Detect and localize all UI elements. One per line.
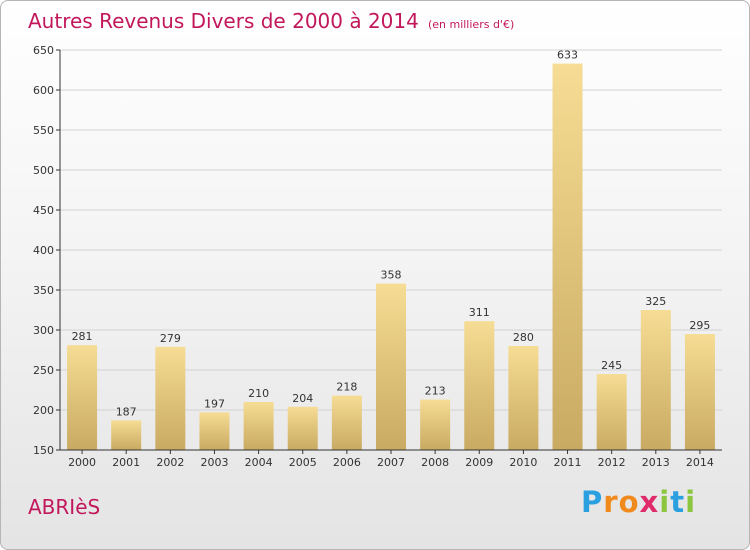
y-tick-label: 150	[33, 444, 54, 457]
bar-2005	[287, 406, 318, 450]
bar-value-label: 204	[292, 392, 313, 405]
bar-value-label: 279	[160, 332, 181, 345]
bar-2012	[596, 374, 627, 450]
x-tick-label: 2004	[245, 456, 273, 469]
y-tick-label: 200	[33, 404, 54, 417]
x-tick-label: 2006	[333, 456, 361, 469]
bar-2003	[199, 412, 230, 450]
y-tick-label: 650	[33, 44, 54, 57]
y-tick-label: 400	[33, 244, 54, 257]
x-tick-label: 2007	[377, 456, 405, 469]
bar-2006	[331, 395, 362, 450]
bar-value-label: 311	[469, 306, 490, 319]
x-tick-label: 2003	[200, 456, 228, 469]
y-tick-label: 250	[33, 364, 54, 377]
logo-letter: i	[685, 485, 697, 519]
logo-letter: i	[659, 485, 671, 519]
bar-2007	[376, 283, 406, 450]
bar-2004	[243, 402, 274, 450]
logo-letter: P	[581, 485, 604, 519]
y-tick-label: 300	[33, 324, 54, 337]
x-tick-label: 2009	[465, 456, 493, 469]
chart-title-main: Autres Revenus Divers de 2000 à 2014	[28, 9, 419, 33]
x-tick-label: 2005	[289, 456, 317, 469]
bar-value-label: 280	[513, 331, 534, 344]
x-tick-label: 2000	[68, 456, 96, 469]
bar-value-label: 358	[381, 269, 402, 282]
logo-letter: x	[639, 485, 660, 519]
bar-2001	[111, 420, 142, 450]
bar-2011	[552, 63, 583, 450]
proxiti-logo[interactable]: Proxiti	[581, 485, 696, 519]
y-tick-label: 600	[33, 84, 54, 97]
chart-title: Autres Revenus Divers de 2000 à 2014 (en…	[28, 9, 514, 33]
y-tick-label: 350	[33, 284, 54, 297]
x-tick-label: 2013	[642, 456, 670, 469]
logo-letter: r	[603, 485, 619, 519]
bar-value-label: 187	[116, 405, 137, 418]
bar-2013	[640, 310, 671, 450]
x-tick-label: 2014	[686, 456, 714, 469]
y-tick-label: 550	[33, 124, 54, 137]
y-tick-label: 500	[33, 164, 54, 177]
x-tick-label: 2001	[112, 456, 140, 469]
bar-2002	[155, 346, 186, 450]
town-name: ABRIèS	[28, 495, 101, 519]
y-tick-label: 450	[33, 204, 54, 217]
bar-value-label: 218	[336, 381, 357, 394]
bar-value-label: 325	[645, 295, 666, 308]
bar-2008	[420, 399, 451, 450]
bar-value-label: 197	[204, 397, 225, 410]
bar-2014	[684, 334, 715, 450]
logo-letter: t	[670, 485, 686, 519]
bar-value-label: 210	[248, 387, 269, 400]
x-tick-label: 2010	[509, 456, 537, 469]
bar-value-label: 633	[557, 49, 578, 62]
bar-value-label: 281	[72, 330, 93, 343]
logo-letter: o	[618, 485, 640, 519]
chart-title-unit: (en milliers d'€)	[427, 18, 515, 31]
x-tick-label: 2011	[554, 456, 582, 469]
x-tick-label: 2002	[156, 456, 184, 469]
bar-2000	[67, 345, 98, 450]
bar-value-label: 245	[601, 359, 622, 372]
bar-2009	[464, 321, 495, 450]
bar-value-label: 213	[425, 385, 446, 398]
bar-2010	[508, 346, 539, 450]
x-tick-label: 2008	[421, 456, 449, 469]
x-tick-label: 2012	[598, 456, 626, 469]
bar-value-label: 295	[689, 319, 710, 332]
